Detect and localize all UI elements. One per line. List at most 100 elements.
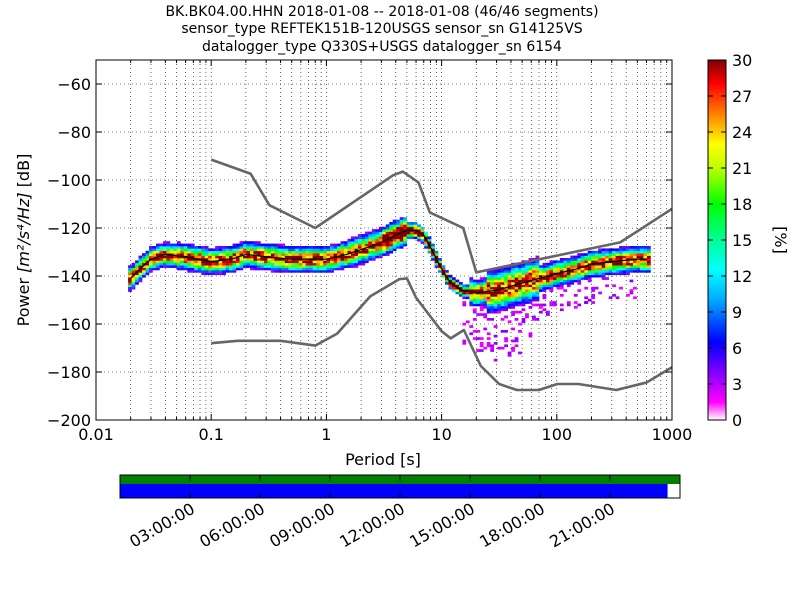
psd-histogram-cell <box>566 262 571 266</box>
psd-histogram-cell <box>559 267 564 271</box>
psd-histogram-cell <box>587 279 592 283</box>
psd-histogram-cell <box>288 246 293 249</box>
psd-histogram-cell <box>643 250 648 254</box>
psd-histogram-cell <box>580 267 585 271</box>
psd-histogram-cell <box>361 241 366 244</box>
psd-histogram-cell <box>483 286 488 290</box>
x-tick-label: 1 <box>321 425 331 444</box>
psd-histogram-cell <box>622 248 627 252</box>
psd-histogram-cell <box>316 262 320 266</box>
psd-histogram-cell <box>476 284 481 288</box>
psd-histogram-cell <box>479 342 484 345</box>
psd-histogram-cell <box>587 274 592 278</box>
psd-histogram-cell <box>340 248 345 252</box>
psd-histogram-cell <box>180 267 185 271</box>
psd-histogram-cell <box>284 265 289 268</box>
psd-histogram-cell <box>518 286 522 290</box>
psd-histogram-cell <box>298 270 303 273</box>
psd-histogram-cell <box>173 255 178 259</box>
psd-histogram-cell <box>566 277 571 280</box>
psd-histogram-cell <box>594 274 599 278</box>
psd-histogram-cell <box>469 298 474 302</box>
psd-histogram-cell <box>633 250 637 254</box>
psd-histogram-cell <box>162 262 167 266</box>
psd-histogram-cell <box>218 262 223 266</box>
psd-histogram-cell <box>149 270 153 273</box>
psd-histogram-cell <box>476 330 481 333</box>
psd-histogram-cell <box>514 270 519 273</box>
psd-histogram-cell <box>350 255 355 259</box>
psd-histogram-cell <box>500 330 505 333</box>
psd-histogram-cell <box>535 284 540 288</box>
psd-histogram-cell <box>528 306 533 309</box>
psd-histogram-cell <box>243 258 247 261</box>
psd-histogram-cell <box>615 262 620 266</box>
psd-histogram-cell <box>215 262 219 266</box>
psd-histogram-cell <box>312 255 317 259</box>
psd-histogram-cell <box>152 267 157 271</box>
psd-histogram-cell <box>525 291 529 295</box>
psd-histogram-cell <box>441 272 446 276</box>
psd-histogram-cell <box>399 238 404 242</box>
psd-histogram-cell <box>288 253 293 256</box>
psd-histogram-cell <box>236 265 240 268</box>
processed-coverage-bar <box>120 484 668 498</box>
psd-histogram-cell <box>483 306 488 309</box>
psd-histogram-cell <box>497 303 502 307</box>
psd-histogram-cell <box>646 246 651 249</box>
psd-histogram-cell <box>504 284 508 288</box>
psd-histogram-cell <box>528 291 533 295</box>
psd-histogram-cell <box>274 255 279 259</box>
psd-histogram-cell <box>514 277 519 280</box>
psd-histogram-cell <box>246 265 251 268</box>
psd-histogram-cell <box>598 270 602 273</box>
psd-histogram-cell <box>413 226 418 230</box>
psd-histogram-cell <box>211 250 216 254</box>
psd-histogram-cell <box>236 243 240 247</box>
psd-histogram-cell <box>507 303 512 307</box>
psd-histogram-cell <box>159 255 164 259</box>
psd-histogram-cell <box>371 248 376 252</box>
psd-histogram-cell <box>410 234 414 237</box>
psd-histogram-cell <box>580 277 585 280</box>
psd-histogram-cell <box>643 270 648 273</box>
psd-histogram-cell <box>525 313 529 316</box>
psd-histogram-cell <box>354 250 359 254</box>
psd-histogram-cell <box>640 265 644 268</box>
psd-histogram <box>128 217 651 362</box>
psd-histogram-cell <box>525 298 529 302</box>
psd-histogram-cell <box>155 253 160 256</box>
psd-histogram-cell <box>246 243 251 247</box>
psd-histogram-cell <box>573 277 578 280</box>
psd-histogram-cell <box>486 279 491 283</box>
psd-histogram-cell <box>507 301 512 304</box>
psd-histogram-cell <box>605 258 609 261</box>
psd-histogram-cell <box>629 291 634 295</box>
psd-histogram-cell <box>225 250 230 254</box>
psd-histogram-cell <box>542 308 547 312</box>
psd-histogram-cell <box>204 260 209 264</box>
timeline-tick-label: 18:00:00 <box>476 499 548 551</box>
psd-histogram-cell <box>302 270 307 273</box>
psd-histogram-cell <box>392 222 397 225</box>
psd-histogram-cell <box>483 346 488 350</box>
psd-histogram-cell <box>646 260 651 264</box>
psd-histogram-cell <box>270 250 275 254</box>
psd-histogram-cell <box>559 270 564 273</box>
psd-histogram-cell <box>514 291 519 295</box>
psd-histogram-cell <box>479 291 484 295</box>
psd-histogram-cell <box>364 243 369 247</box>
psd-histogram-cell <box>305 265 310 268</box>
psd-histogram-cell <box>364 250 369 254</box>
psd-histogram-cell <box>396 241 401 244</box>
psd-histogram-cell <box>646 255 651 259</box>
psd-histogram-cell <box>263 267 268 271</box>
psd-histogram-cell <box>518 274 522 278</box>
psd-histogram-cell <box>598 272 602 276</box>
psd-histogram-cell <box>504 282 508 285</box>
psd-histogram-cell <box>549 303 554 307</box>
psd-histogram-cell <box>350 265 355 268</box>
psd-histogram-cell <box>243 241 247 244</box>
psd-histogram-cell <box>458 294 463 297</box>
psd-histogram-cell <box>389 246 394 249</box>
